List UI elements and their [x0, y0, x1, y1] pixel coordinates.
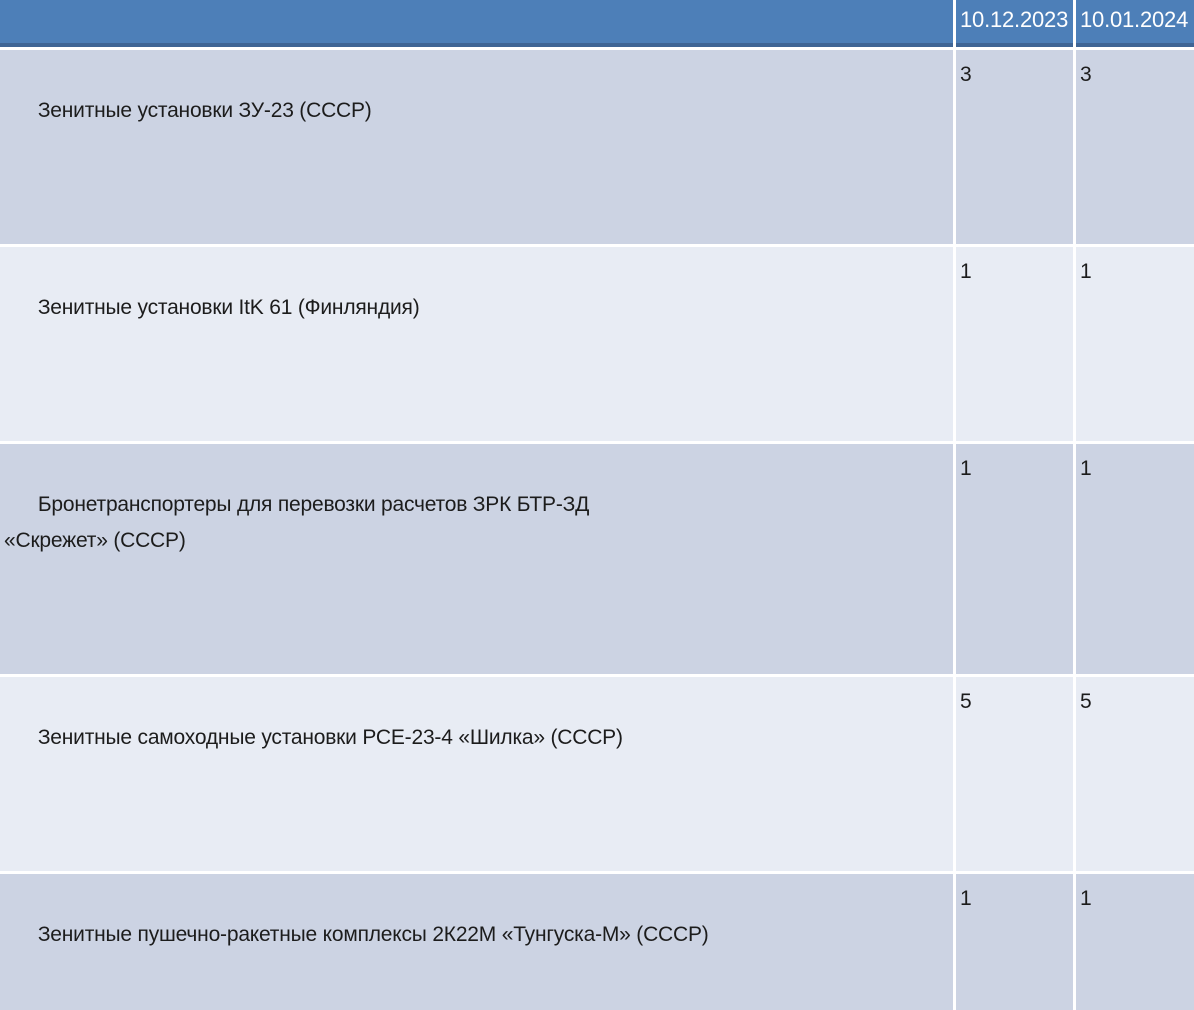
equipment-name-label: Бронетранспортеры для перевозки расчетов…: [4, 493, 590, 552]
count-2023-12-cell[interactable]: 1: [956, 444, 1073, 674]
equipment-name-cell[interactable]: Бронетранспортеры для перевозки расчетов…: [0, 444, 953, 674]
table-row: Зенитные установки ItK 61 (Финляндия) 1 …: [0, 247, 1194, 441]
table-row: Зенитные самоходные установки РСЕ-23-4 «…: [0, 677, 1194, 871]
header-cell-date-2023-12-10[interactable]: 10.12.2023: [956, 0, 1073, 47]
header-cell-date-2024-01-10[interactable]: 10.01.2024: [1076, 0, 1194, 47]
count-2024-01-cell[interactable]: 1: [1076, 444, 1194, 674]
header-cell-equipment[interactable]: [0, 0, 953, 47]
count-2024-01-cell[interactable]: 1: [1076, 874, 1194, 1010]
count-2023-12-cell[interactable]: 5: [956, 677, 1073, 871]
table-row: Зенитные установки ЗУ-23 (СССР) 3 3: [0, 50, 1194, 244]
equipment-name-label: Зенитные самоходные установки РСЕ-23-4 «…: [37, 726, 623, 749]
count-2024-01-cell[interactable]: 3: [1076, 50, 1194, 244]
count-2024-01-cell[interactable]: 1: [1076, 247, 1194, 441]
count-2023-12-cell[interactable]: 1: [956, 247, 1073, 441]
equipment-name-cell[interactable]: Зенитные установки ЗУ-23 (СССР): [0, 50, 953, 244]
equipment-name-label: Зенитные установки ЗУ-23 (СССР): [37, 99, 372, 122]
table-header-row: 10.12.2023 10.01.2024: [0, 0, 1194, 47]
count-2023-12-cell[interactable]: 3: [956, 50, 1073, 244]
equipment-name-cell[interactable]: Зенитные установки ItK 61 (Финляндия): [0, 247, 953, 441]
equipment-name-label: Зенитные установки ItK 61 (Финляндия): [37, 296, 420, 319]
count-2023-12-cell[interactable]: 1: [956, 874, 1073, 1010]
equipment-name-label: Зенитные пушечно-ракетные комплексы 2К22…: [37, 923, 709, 946]
table-row: Бронетранспортеры для перевозки расчетов…: [0, 444, 1194, 674]
equipment-name-cell[interactable]: Зенитные самоходные установки РСЕ-23-4 «…: [0, 677, 953, 871]
equipment-name-cell[interactable]: Зенитные пушечно-ракетные комплексы 2К22…: [0, 874, 953, 1010]
count-2024-01-cell[interactable]: 5: [1076, 677, 1194, 871]
table-row: Зенитные пушечно-ракетные комплексы 2К22…: [0, 874, 1194, 1010]
